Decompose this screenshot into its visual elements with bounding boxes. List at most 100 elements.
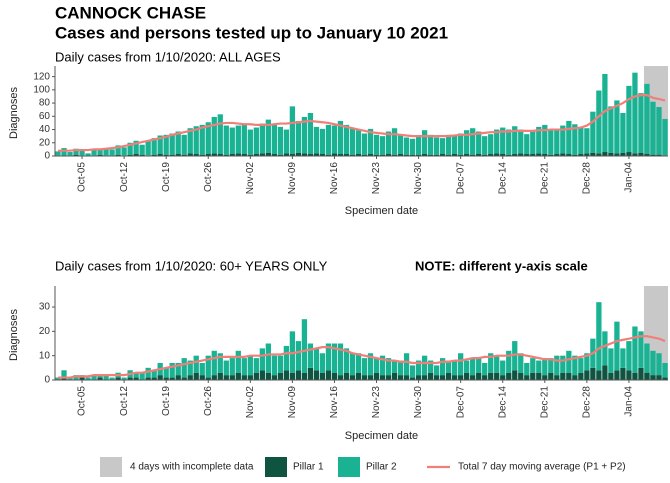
bar (470, 375, 476, 380)
bar (632, 72, 638, 154)
bar (265, 343, 271, 373)
bar (433, 154, 440, 156)
bar (331, 153, 338, 156)
bar (307, 154, 314, 156)
bar (265, 372, 271, 380)
bar (307, 343, 314, 368)
legend-label: Pillar 2 (366, 462, 397, 473)
bar (319, 372, 326, 380)
bar (470, 154, 476, 156)
y-tick-label: 30 (39, 302, 51, 313)
y-tick-label: 100 (33, 84, 50, 95)
bar (373, 154, 380, 156)
bar (452, 360, 458, 376)
page-title: CANNOCK CHASE (55, 3, 206, 22)
bar (331, 343, 338, 373)
bar (109, 377, 115, 380)
bar (259, 153, 265, 156)
bar (584, 153, 590, 156)
bar (271, 154, 278, 156)
bar (518, 153, 524, 156)
bar (121, 147, 127, 156)
x-tick-label: Nov-23 (371, 162, 382, 195)
bar (373, 134, 380, 155)
bar (500, 127, 506, 155)
bar (530, 154, 536, 156)
y-tick-label: 40 (39, 124, 51, 135)
x-tick-label: Nov-09 (287, 162, 298, 195)
bar (572, 355, 578, 376)
bar (241, 358, 247, 376)
bar (578, 154, 584, 156)
bar (548, 358, 554, 373)
bar (644, 83, 650, 155)
bar (295, 152, 302, 156)
bar (247, 154, 253, 156)
bar (151, 377, 157, 380)
bar (97, 154, 103, 156)
bar (367, 154, 374, 156)
bar (397, 360, 404, 376)
bar (181, 134, 187, 155)
bar (73, 154, 79, 156)
bar (349, 375, 356, 380)
bar (421, 130, 428, 155)
bar (433, 375, 440, 380)
bar (524, 375, 530, 380)
bar (193, 126, 199, 155)
bar (211, 153, 217, 156)
bar (554, 130, 560, 155)
bar (253, 154, 259, 156)
bar (127, 377, 133, 380)
bar (488, 353, 494, 373)
bar (632, 153, 638, 156)
bar (97, 377, 103, 380)
x-tick-label: Oct-05 (77, 162, 88, 192)
bar (602, 331, 608, 366)
bar (85, 153, 91, 156)
bar (97, 375, 103, 378)
bar (566, 120, 572, 155)
bar (289, 372, 296, 380)
bar (397, 375, 404, 380)
x-tick-label: Oct-26 (203, 162, 214, 192)
x-tick-label: Dec-21 (539, 386, 550, 419)
bar (361, 358, 368, 376)
bar (464, 154, 470, 156)
bar (415, 136, 422, 155)
moving-average-line (58, 335, 666, 379)
bar (602, 152, 608, 156)
bar (205, 154, 211, 156)
bar (199, 362, 205, 376)
bar (85, 377, 91, 380)
bar (476, 358, 482, 373)
bar (644, 372, 650, 380)
bar (163, 154, 169, 156)
x-tick-label: Oct-05 (77, 386, 88, 416)
bar (307, 367, 314, 380)
bar (452, 375, 458, 380)
bar (566, 372, 572, 380)
bar (584, 353, 590, 371)
page-subtitle: Cases and persons tested up to January 1… (55, 23, 448, 42)
bar (139, 144, 145, 155)
bar (608, 348, 614, 373)
bar (464, 372, 470, 380)
bar (572, 375, 578, 380)
bar (476, 372, 482, 380)
bar (439, 358, 446, 376)
bar (151, 154, 157, 156)
legend-label: 4 days with incomplete data (130, 462, 254, 473)
bar (217, 353, 223, 373)
bar (361, 133, 368, 155)
bar (409, 154, 416, 156)
bar (638, 367, 644, 380)
bar (650, 101, 656, 155)
bar (241, 375, 247, 380)
bar (415, 360, 422, 376)
x-tick-label: Nov-09 (287, 386, 298, 419)
bar (295, 370, 302, 380)
bar (127, 154, 133, 156)
x-tick-label: Jan-04 (624, 386, 635, 417)
